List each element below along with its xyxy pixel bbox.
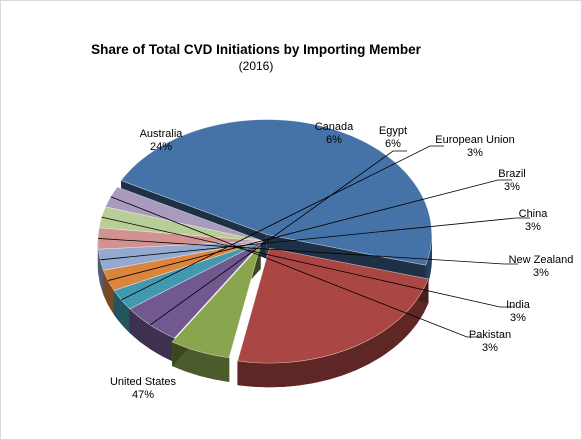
label-name-egypt: Egypt [379, 125, 407, 137]
label-name-united-states: United States [110, 376, 177, 388]
label-name-brazil: Brazil [498, 168, 526, 180]
label-value-pakistan: 3% [482, 342, 498, 354]
slice-canada[interactable] [171, 244, 262, 359]
chart-subtitle: (2016) [239, 59, 274, 73]
leader-india [101, 216, 514, 308]
label-value-australia: 24% [150, 141, 172, 153]
label-name-canada: Canada [315, 121, 354, 133]
label-name-pakistan: Pakistan [469, 329, 511, 341]
slice-united-states[interactable] [120, 119, 432, 266]
leader-egypt [149, 150, 407, 326]
chart-title: Share of Total CVD Initiations by Import… [91, 42, 422, 57]
leader-china [100, 217, 530, 261]
label-value-united-states: 47% [132, 389, 154, 401]
label-name-european-union: European Union [435, 134, 515, 146]
label-value-new-zealand: 3% [533, 267, 549, 279]
label-name-australia: Australia [140, 128, 184, 140]
leader-pakistan [110, 196, 481, 338]
pie-slices [97, 119, 432, 364]
label-value-china: 3% [525, 221, 541, 233]
leader-lines [98, 145, 530, 338]
label-value-brazil: 3% [504, 181, 520, 193]
slice-australia[interactable] [237, 247, 429, 364]
label-value-egypt: 6% [385, 138, 401, 150]
label-name-india: India [506, 299, 531, 311]
label-value-india: 3% [510, 312, 526, 324]
label-value-european-union: 3% [467, 147, 483, 159]
leader-european-union [121, 145, 444, 301]
label-value-canada: 6% [326, 134, 342, 146]
slice-labels: United States47%Australia24%Canada6%Egyp… [110, 121, 573, 401]
label-name-new-zealand: New Zealand [509, 254, 574, 266]
label-name-china: China [519, 208, 549, 220]
